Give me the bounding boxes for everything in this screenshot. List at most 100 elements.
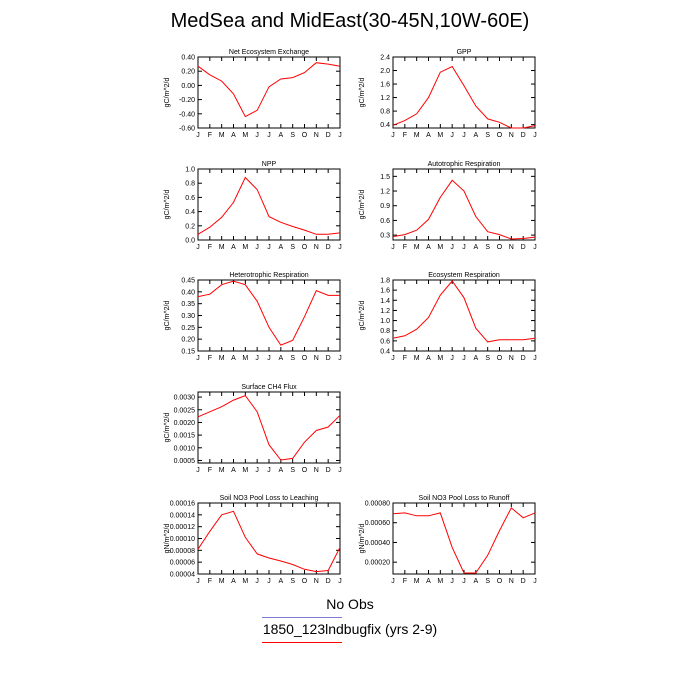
- y-tick-label: 0.0005: [174, 458, 196, 465]
- series-line: [392, 179, 536, 240]
- y-tick-label: 0.25: [181, 325, 195, 332]
- y-axis-label: gN/m^2/d: [164, 524, 171, 554]
- chart-ecosystem-respiration: Ecosystem Respiration 1.8 1.6 1.4 1.2 1.0 0.8 0…: [355, 268, 540, 362]
- plot-frame: [197, 502, 341, 575]
- chart-title: GPP: [457, 49, 472, 56]
- x-tick-label: J: [338, 578, 342, 585]
- y-tick-label: 0.8: [380, 328, 390, 335]
- x-tick-label: J: [450, 244, 454, 251]
- x-tick-label: A: [426, 578, 431, 585]
- x-tick-label: J: [391, 244, 395, 251]
- chart-svg: Soil NO3 Pool Loss to Leaching 0.00016 0.0…: [164, 495, 342, 585]
- x-tick-label: F: [403, 355, 407, 362]
- x-tick-label: D: [326, 467, 331, 474]
- x-tick-label: D: [521, 355, 526, 362]
- x-tick-label: J: [196, 244, 200, 251]
- x-tick-label: J: [255, 132, 259, 139]
- chart-title: Soil NO3 Pool Loss to Runoff: [419, 495, 510, 502]
- x-tick-label: F: [208, 578, 212, 585]
- x-tick-label: O: [497, 578, 503, 585]
- x-tick-label: M: [414, 132, 420, 139]
- x-tick-label: J: [255, 578, 259, 585]
- chart-soil-no3-runoff: Soil NO3 Pool Loss to Runoff 0.00080 0.000…: [355, 491, 540, 585]
- y-tick-label: 0.8: [185, 181, 195, 188]
- y-tick-label: 0.0010: [174, 445, 196, 452]
- legend-label-model: 1850_123lndbugfix (yrs 2-9): [262, 621, 438, 637]
- y-tick-label: 0.00016: [170, 501, 195, 508]
- series-line: [197, 280, 340, 346]
- y-tick-label: 0.00020: [365, 560, 390, 567]
- y-axis-label: gC/m^2/d: [359, 190, 366, 220]
- chart-net-ecosystem-exchange: Net Ecosystem Exchange 0.40 0.20 0.00 -0.20 -…: [160, 45, 345, 139]
- x-tick-label: F: [208, 244, 212, 251]
- y-tick-label: 0.3: [380, 233, 390, 240]
- x-tick-label: M: [219, 244, 225, 251]
- x-tick-label: N: [314, 132, 319, 139]
- x-tick-label: M: [219, 132, 225, 139]
- y-tick-label: 0.00008: [170, 548, 195, 555]
- x-tick-label: J: [338, 355, 342, 362]
- y-tick-label: 1.2: [380, 308, 390, 315]
- x-tick-label: M: [437, 355, 443, 362]
- series-line: [197, 62, 341, 118]
- y-axis-label: gC/m^2/d: [164, 301, 171, 331]
- x-tick-label: O: [302, 132, 308, 139]
- chart-soil-no3-leaching: Soil NO3 Pool Loss to Leaching 0.00016 0.0…: [160, 491, 345, 585]
- x-tick-label: D: [521, 578, 526, 585]
- series-line: [392, 280, 536, 343]
- x-tick-label: M: [219, 355, 225, 362]
- x-tick-label: J: [267, 467, 271, 474]
- plot-frame: [392, 279, 536, 352]
- x-tick-label: M: [242, 578, 248, 585]
- x-tick-label: J: [255, 244, 259, 251]
- y-axis-label: gC/m^2/d: [164, 78, 171, 108]
- x-tick-label: N: [509, 355, 514, 362]
- x-tick-label: J: [462, 132, 466, 139]
- x-tick-label: O: [497, 355, 503, 362]
- x-tick-label: D: [521, 132, 526, 139]
- x-tick-label: O: [497, 132, 503, 139]
- x-tick-label: J: [338, 132, 342, 139]
- x-tick-label: M: [242, 244, 248, 251]
- x-tick-label: J: [533, 578, 537, 585]
- y-tick-label: 0.00014: [170, 512, 195, 519]
- x-tick-label: M: [414, 244, 420, 251]
- x-tick-label: S: [290, 578, 295, 585]
- x-tick-label: A: [426, 132, 431, 139]
- x-tick-label: A: [278, 244, 283, 251]
- x-tick-label: J: [533, 132, 537, 139]
- x-tick-label: O: [497, 244, 503, 251]
- y-axis-label: gC/m^2/d: [359, 301, 366, 331]
- y-tick-label: 0.00060: [365, 520, 390, 527]
- y-tick-label: 0.40: [181, 289, 195, 296]
- x-tick-label: A: [473, 355, 478, 362]
- chart-surface-ch4-flux: Surface CH4 Flux 0.0030 0.0025 0.0020 0.0015…: [160, 380, 345, 474]
- x-tick-label: M: [414, 355, 420, 362]
- chart-heterotrophic-respiration: Heterotrophic Respiration 0.45 0.40 0.35 0.3…: [160, 268, 345, 362]
- x-tick-label: O: [302, 244, 308, 251]
- x-tick-label: F: [208, 355, 212, 362]
- series-line: [197, 394, 341, 461]
- x-tick-label: D: [326, 132, 331, 139]
- y-tick-label: 0.4: [380, 122, 390, 129]
- x-tick-label: J: [450, 355, 454, 362]
- y-tick-label: 0.8: [380, 109, 390, 116]
- plot-frame: [197, 391, 341, 464]
- x-tick-label: M: [437, 578, 443, 585]
- x-tick-label: J: [462, 578, 466, 585]
- y-tick-label: 0.35: [181, 301, 195, 308]
- x-tick-label: F: [403, 578, 407, 585]
- y-tick-label: 0.6: [380, 338, 390, 345]
- legend-line-model: [262, 642, 342, 643]
- x-tick-label: S: [485, 578, 490, 585]
- x-tick-label: A: [231, 467, 236, 474]
- y-tick-label: 0.20: [181, 69, 195, 76]
- y-tick-label: 1.2: [380, 95, 390, 102]
- x-tick-label: N: [314, 355, 319, 362]
- chart-svg: Net Ecosystem Exchange 0.40 0.20 0.00 -0.20 -…: [164, 49, 342, 139]
- x-tick-label: J: [533, 355, 537, 362]
- x-tick-label: F: [208, 132, 212, 139]
- x-tick-label: J: [391, 578, 395, 585]
- x-tick-label: S: [485, 244, 490, 251]
